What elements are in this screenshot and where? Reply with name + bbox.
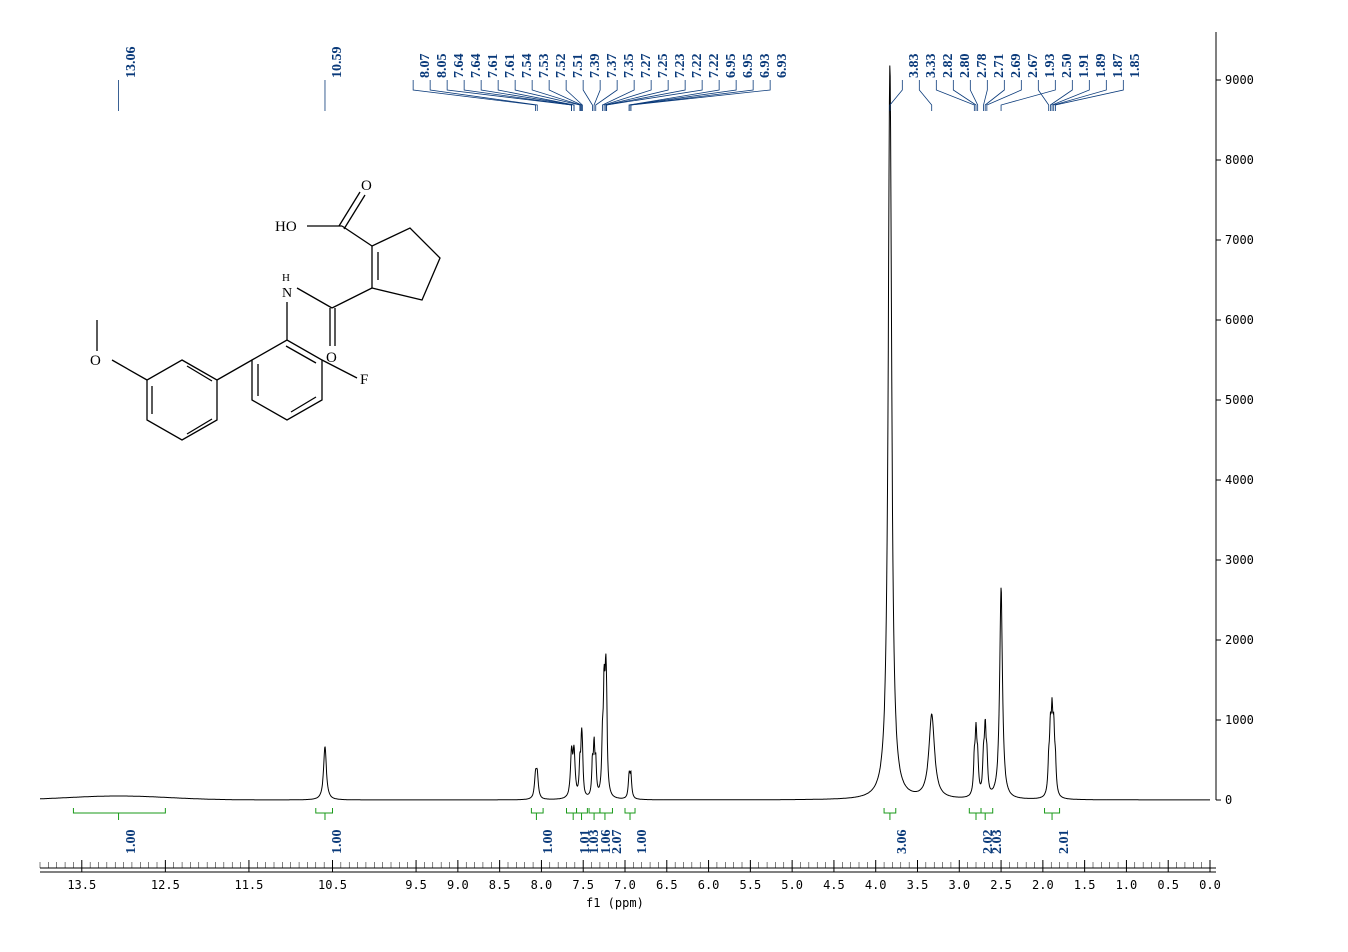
- peak-ppm-label: 7.64: [452, 18, 468, 78]
- x-tick-label: 13.5: [67, 878, 96, 892]
- peak-ppm-label: 1.87: [1111, 18, 1127, 78]
- svg-text:F: F: [360, 372, 368, 388]
- x-tick-label: 12.5: [151, 878, 180, 892]
- axes-svg: O F N H O: [20, 20, 1250, 900]
- y-tick-label: 0: [1225, 793, 1232, 807]
- peak-ppm-label: 1.85: [1128, 18, 1144, 78]
- peak-ppm-label: 1.91: [1077, 18, 1093, 78]
- x-tick-label: 9.5: [405, 878, 427, 892]
- y-tick-label: 9000: [1225, 73, 1254, 87]
- peak-ppm-label: 3.83: [907, 18, 923, 78]
- integral-value-label: 1.00: [330, 830, 346, 855]
- peak-ppm-label: 7.53: [537, 18, 553, 78]
- peak-ppm-label: 7.37: [605, 18, 621, 78]
- x-tick-label: 6.5: [656, 878, 678, 892]
- peak-ppm-label: 3.33: [924, 18, 940, 78]
- svg-text:H: H: [282, 272, 290, 284]
- nmr-plot-area: O F N H O: [20, 20, 1210, 890]
- peak-ppm-label: 6.95: [724, 18, 740, 78]
- peak-ppm-label: 7.51: [571, 18, 587, 78]
- peak-ppm-label: 10.59: [330, 18, 346, 78]
- svg-text:N: N: [282, 286, 292, 301]
- svg-text:O: O: [361, 178, 372, 194]
- x-axis-title: f1 (ppm): [586, 896, 644, 910]
- integral-value-label: 1.00: [124, 830, 140, 855]
- peak-ppm-label: 6.95: [741, 18, 757, 78]
- y-tick-label: 2000: [1225, 633, 1254, 647]
- peak-ppm-label: 7.61: [486, 18, 502, 78]
- svg-text:O: O: [90, 353, 101, 369]
- peak-ppm-label: 7.27: [639, 18, 655, 78]
- peak-ppm-label: 13.06: [124, 18, 140, 78]
- x-tick-label: 6.0: [698, 878, 720, 892]
- y-tick-label: 6000: [1225, 313, 1254, 327]
- x-tick-label: 0.0: [1199, 878, 1221, 892]
- y-tick-label: 8000: [1225, 153, 1254, 167]
- peak-ppm-label: 7.35: [622, 18, 638, 78]
- x-tick-label: 10.5: [318, 878, 347, 892]
- y-tick-label: 7000: [1225, 233, 1254, 247]
- peak-ppm-label: 2.50: [1060, 18, 1076, 78]
- x-tick-label: 8.0: [531, 878, 553, 892]
- peak-ppm-label: 7.52: [554, 18, 570, 78]
- peak-ppm-label: 1.93: [1043, 18, 1059, 78]
- y-tick-label: 3000: [1225, 553, 1254, 567]
- x-tick-label: 8.5: [489, 878, 511, 892]
- peak-ppm-label: 2.80: [958, 18, 974, 78]
- peak-ppm-label: 1.89: [1094, 18, 1110, 78]
- x-tick-label: 3.5: [907, 878, 929, 892]
- molecule-structure: O F N H O: [90, 178, 440, 440]
- x-tick-label: 1.5: [1074, 878, 1096, 892]
- x-tick-label: 1.0: [1116, 878, 1138, 892]
- x-tick-label: 7.5: [572, 878, 594, 892]
- peak-ppm-label: 2.67: [1026, 18, 1042, 78]
- integral-value-label: 1.00: [541, 830, 557, 855]
- svg-text:O: O: [326, 350, 337, 366]
- integral-value-label: 1.00: [635, 830, 651, 855]
- peak-ppm-label: 8.07: [418, 18, 434, 78]
- integral-value-label: 2.03: [990, 830, 1006, 855]
- integral-value-label: 2.07: [610, 830, 626, 855]
- peak-ppm-label: 7.64: [469, 18, 485, 78]
- integral-value-label: 3.06: [895, 830, 911, 855]
- y-tick-label: 5000: [1225, 393, 1254, 407]
- y-tick-label: 4000: [1225, 473, 1254, 487]
- x-tick-label: 5.0: [781, 878, 803, 892]
- peak-ppm-label: 7.25: [656, 18, 672, 78]
- peak-ppm-label: 6.93: [775, 18, 791, 78]
- peak-ppm-label: 2.78: [975, 18, 991, 78]
- x-tick-label: 2.5: [990, 878, 1012, 892]
- peak-ppm-label: 7.22: [707, 18, 723, 78]
- peak-ppm-label: 7.61: [503, 18, 519, 78]
- x-tick-label: 2.0: [1032, 878, 1054, 892]
- x-tick-label: 11.5: [234, 878, 263, 892]
- peak-ppm-label: 7.22: [690, 18, 706, 78]
- x-tick-label: 4.5: [823, 878, 845, 892]
- peak-ppm-label: 2.69: [1009, 18, 1025, 78]
- y-tick-label: 1000: [1225, 713, 1254, 727]
- peak-ppm-label: 7.23: [673, 18, 689, 78]
- peak-ppm-label: 7.39: [588, 18, 604, 78]
- x-tick-label: 4.0: [865, 878, 887, 892]
- integral-value-label: 2.01: [1057, 830, 1073, 855]
- x-tick-label: 0.5: [1157, 878, 1179, 892]
- peak-ppm-label: 2.71: [992, 18, 1008, 78]
- x-tick-label: 5.5: [740, 878, 762, 892]
- peak-ppm-label: 8.05: [435, 18, 451, 78]
- svg-text:HO: HO: [275, 219, 297, 235]
- peak-ppm-label: 2.82: [941, 18, 957, 78]
- x-tick-label: 7.0: [614, 878, 636, 892]
- x-tick-label: 3.0: [948, 878, 970, 892]
- peak-ppm-label: 6.93: [758, 18, 774, 78]
- x-tick-label: 9.0: [447, 878, 469, 892]
- peak-ppm-label: 7.54: [520, 18, 536, 78]
